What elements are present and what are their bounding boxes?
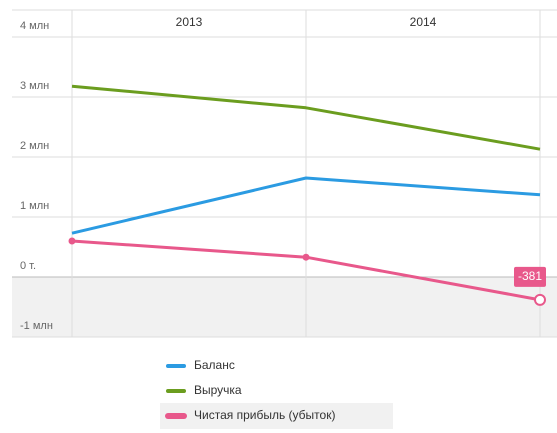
point: [534, 293, 546, 306]
series-line: [71, 176, 541, 235]
series-line: [71, 84, 541, 151]
value-label-box: [514, 266, 546, 287]
legend-label: Чистая прибыль (убыток): [194, 408, 335, 422]
period-label: 2014: [410, 15, 437, 29]
legend-label: Выручка: [194, 383, 242, 397]
y-tick-label: 1 млн: [20, 200, 49, 212]
legend-label: Баланс: [194, 358, 235, 372]
y-tick-label: 3 млн: [20, 80, 49, 92]
value-label: -381: [514, 266, 546, 287]
point: [302, 253, 310, 261]
legend-highlight: [160, 403, 393, 429]
negative-area: [12, 277, 557, 337]
y-tick-label: -1 млн: [20, 320, 53, 332]
point: [68, 237, 76, 245]
y-tick-label: 2 млн: [20, 140, 49, 152]
y-tick-label: 4 млн: [20, 20, 49, 32]
y-tick-label: 0 т.: [20, 260, 36, 272]
value-label-text: -381: [518, 269, 542, 283]
period-label: 2013: [176, 15, 203, 29]
